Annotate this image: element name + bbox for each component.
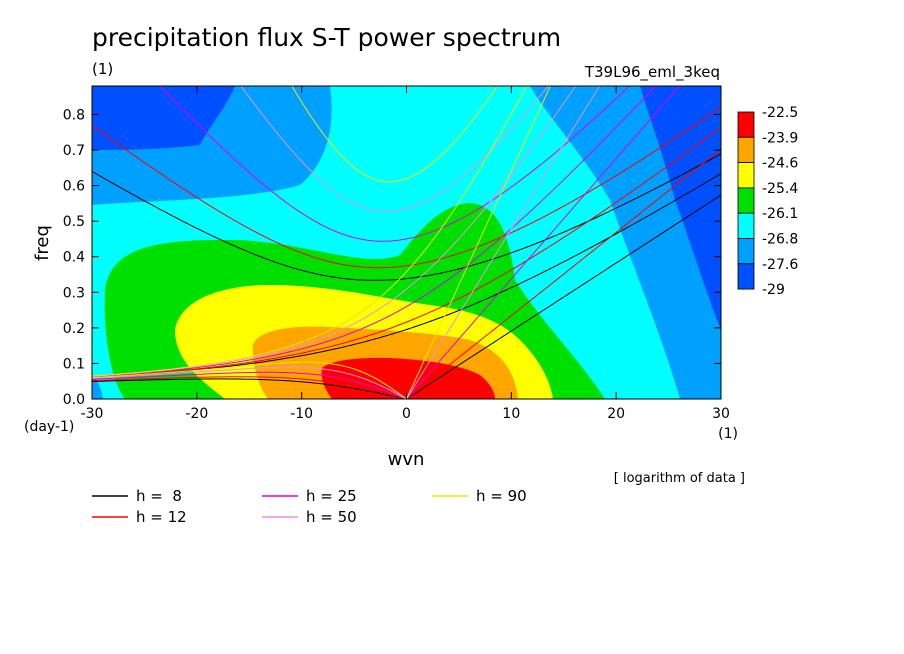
rossby-wave-curve [92, 371, 407, 399]
kelvin-wave-curve [406, 148, 721, 399]
y-axis-label: freq [32, 225, 53, 261]
x-tick-label: -10 [290, 406, 313, 422]
colorbar-swatch [737, 263, 755, 290]
subtitle-right: T39L96_eml_3keq [584, 63, 720, 82]
kelvin-wave-curve [406, 86, 681, 399]
y-tick-label: 0.2 [63, 321, 85, 337]
x-axis-label: wvn [388, 449, 425, 470]
rossby-wave-curve [92, 361, 407, 399]
x-axis-unit: (1) [718, 426, 738, 442]
legend-label: h = 90 [476, 487, 527, 505]
colorbar-label: -23.9 [762, 130, 798, 146]
curve-legend: h = 8 h = 12 h = 25 h = 50 h = 90 [92, 487, 527, 526]
x-tick-label: 20 [607, 406, 625, 422]
rossby-wave-curve [92, 378, 407, 399]
plot-area [92, 86, 721, 399]
dispersion-curves [92, 86, 721, 399]
x-axis: -30 -20 -10 0 10 20 30 [81, 86, 730, 422]
colorbar-swatch [737, 187, 755, 214]
kelvin-wave-curve [406, 86, 601, 399]
inertia-gravity-wave-curve [240, 86, 549, 212]
colorbar-swatch [737, 162, 755, 189]
kelvin-wave-curve [406, 194, 721, 399]
legend-label: h = 25 [306, 487, 357, 505]
colorbar-swatch [737, 212, 755, 239]
x-tick-label: 0 [402, 406, 411, 422]
mixed-rossby-gravity-curve [92, 86, 528, 377]
kelvin-wave-curve [406, 86, 551, 399]
inertia-gravity-wave-curve [159, 86, 631, 242]
chart-title: precipitation flux S-T power spectrum [92, 23, 561, 52]
colorbar-label: -25.4 [762, 181, 798, 197]
contour-fills [92, 86, 721, 399]
legend-label: h = 12 [136, 508, 187, 526]
y-tick-label: 0.8 [63, 107, 85, 123]
colorbar-swatch [737, 136, 755, 164]
colorbar-label: -26.1 [762, 206, 798, 222]
colorbar: -22.5 -23.9 -24.6 -25.4 -26.1 -26.8 -27.6 -29 [737, 105, 798, 298]
mixed-rossby-gravity-curve [92, 86, 577, 377]
y-axis-unit: (day-1) [24, 419, 74, 435]
colorbar-label: -22.5 [762, 105, 798, 121]
y-tick-label: 0.4 [63, 250, 85, 266]
colorbar-swatch [737, 111, 755, 138]
y-tick-label: 0.7 [63, 143, 85, 159]
legend-label: h = 50 [306, 508, 357, 526]
colorbar-label: -27.6 [762, 257, 798, 273]
colorbar-label: -26.8 [762, 232, 798, 248]
inertia-gravity-wave-curve [92, 106, 721, 269]
data-note: [ logarithm of data ] [614, 471, 745, 486]
mixed-rossby-gravity-curve [92, 126, 721, 378]
colorbar-label: -24.6 [762, 156, 798, 172]
y-axis: 0.0 0.1 0.2 0.3 0.4 0.5 0.6 0.7 0.8 [63, 107, 721, 408]
x-tick-label: -30 [81, 406, 104, 422]
x-tick-label: 10 [502, 406, 520, 422]
inertia-gravity-wave-curve [291, 86, 498, 183]
rossby-wave-curve [92, 376, 407, 399]
y-tick-label: 0.6 [63, 179, 85, 195]
contour-region [92, 86, 235, 150]
y-tick-label: 0.3 [63, 285, 85, 301]
colorbar-swatch [737, 238, 755, 265]
subtitle-left: (1) [92, 60, 113, 78]
x-tick-label: -20 [185, 406, 208, 422]
legend-label: h = 8 [136, 487, 182, 505]
rossby-wave-curve [92, 366, 407, 399]
x-tick-label: 30 [712, 406, 730, 422]
y-tick-label: 0.5 [63, 214, 85, 230]
mixed-rossby-gravity-curve [92, 86, 657, 378]
contour-region [640, 86, 721, 330]
colorbar-label: -29 [762, 282, 785, 298]
y-tick-label: 0.0 [63, 392, 85, 408]
y-tick-label: 0.1 [63, 356, 85, 372]
inertia-gravity-wave-curve [92, 153, 721, 281]
